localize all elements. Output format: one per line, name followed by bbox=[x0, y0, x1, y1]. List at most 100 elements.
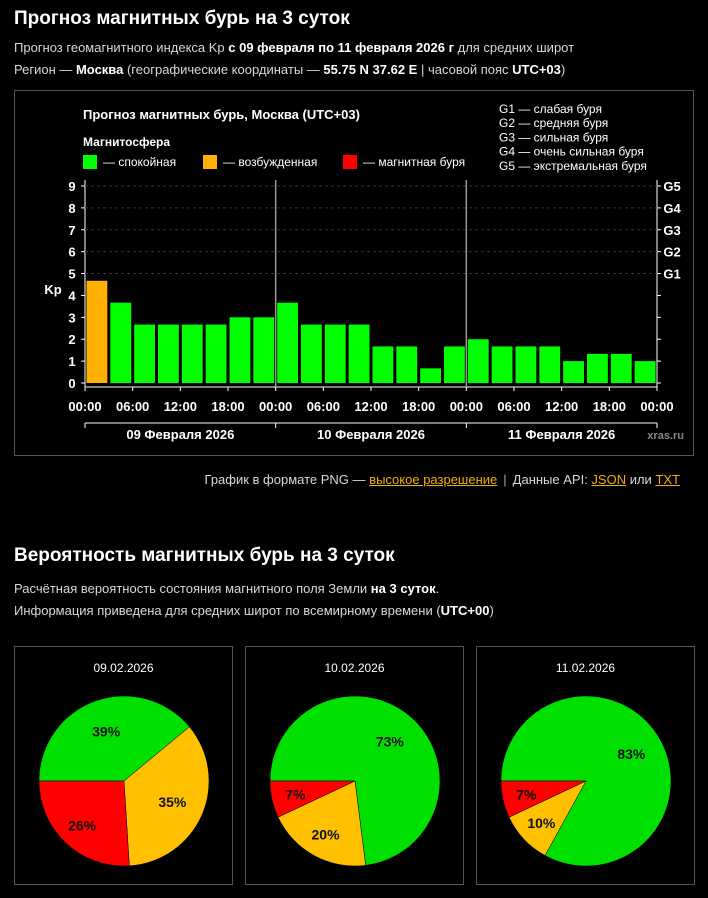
x-tick-label: 12:00 bbox=[164, 399, 197, 414]
region-coords: 55.75 N 37.62 E bbox=[323, 62, 418, 77]
pie-card-day2: 10.02.2026 73% 20% 7% bbox=[245, 646, 464, 885]
high-resolution-link[interactable]: высокое разрешение bbox=[369, 472, 498, 487]
y-tick-label: 9 bbox=[68, 179, 75, 194]
txt-link[interactable]: TXT bbox=[655, 472, 680, 487]
prob-suffix: . bbox=[435, 581, 440, 596]
kp-bar bbox=[610, 353, 632, 383]
g-tick-label: G3 bbox=[663, 223, 680, 238]
legend-swatch bbox=[343, 155, 357, 169]
legend-swatch bbox=[203, 155, 217, 169]
forecast-dates: с 09 февраля по 11 февраля 2026 г bbox=[228, 40, 454, 55]
kp-bar bbox=[515, 346, 537, 383]
pie-slice-label: 73% bbox=[376, 733, 405, 749]
kp-bar bbox=[420, 368, 441, 383]
day-label: 11 Февраля 2026 bbox=[508, 427, 615, 442]
chart-links: График в формате PNG — высокое разрешени… bbox=[0, 472, 680, 487]
y-tick-label: 8 bbox=[68, 201, 75, 216]
g-legend-item: G2 — средняя буря bbox=[499, 116, 608, 130]
kp-bar bbox=[158, 324, 179, 383]
kp-bar bbox=[110, 302, 132, 383]
x-tick-label: 12:00 bbox=[545, 399, 578, 414]
pie-slice bbox=[277, 780, 366, 867]
kp-bar bbox=[253, 317, 275, 383]
pie-slice bbox=[38, 780, 130, 867]
json-link[interactable]: JSON bbox=[591, 472, 627, 487]
pie-chart: 73% 20% 7% bbox=[269, 695, 441, 867]
page-title: Прогноз магнитных бурь на 3 суток bbox=[14, 8, 350, 29]
chart-title: Прогноз магнитных бурь, Москва (UTC+03) bbox=[83, 107, 360, 122]
y-tick-label: 4 bbox=[68, 288, 76, 303]
x-tick-label: 00:00 bbox=[450, 399, 483, 414]
forecast-prefix: Прогноз геомагнитного индекса Kp bbox=[14, 40, 229, 55]
x-tick-label: 06:00 bbox=[307, 399, 340, 414]
pie-card-day3: 11.02.2026 83% 10% 7% bbox=[476, 646, 695, 885]
g-tick-label: G2 bbox=[663, 245, 680, 260]
kp-bar bbox=[444, 346, 465, 383]
probability-timezone-note: Информация приведена для средних широт п… bbox=[14, 603, 494, 618]
kp-bar bbox=[396, 346, 418, 383]
legend-label: — магнитная буря bbox=[363, 155, 465, 169]
pie-slice-label: 7% bbox=[516, 786, 537, 802]
pie-slice-label: 35% bbox=[158, 794, 187, 810]
g-tick-label: G1 bbox=[663, 267, 680, 282]
pie-date: 11.02.2026 bbox=[555, 661, 616, 675]
png-prefix: График в формате PNG — bbox=[204, 472, 370, 487]
pie-slice bbox=[269, 780, 356, 818]
pie-chart: 83% 10% 7% bbox=[500, 695, 672, 867]
kp-bar bbox=[181, 324, 203, 383]
api-prefix: Данные API: bbox=[512, 472, 592, 487]
pie-card-day1: 09.02.2026 39% 35% 26% bbox=[14, 646, 233, 885]
api-or: или bbox=[626, 472, 656, 487]
watermark: xras.ru bbox=[647, 430, 684, 442]
prob-period: на 3 суток bbox=[370, 581, 436, 596]
region-description: Регион — Москва (географические координа… bbox=[14, 62, 565, 77]
forecast-suffix: для средних широт bbox=[454, 40, 575, 55]
g-legend-item: G3 — сильная буря bbox=[499, 130, 608, 144]
g-legend-item: G5 — экстремальная буря bbox=[499, 159, 647, 173]
kp-bar bbox=[134, 324, 155, 383]
x-tick-label: 18:00 bbox=[211, 399, 244, 414]
g-legend-item: G1 — слабая буря bbox=[499, 102, 602, 116]
legend-label: — спокойная bbox=[103, 155, 176, 169]
kp-bar bbox=[563, 361, 584, 383]
kp-bar bbox=[348, 324, 370, 383]
pie-slice bbox=[38, 695, 190, 782]
forecast-description: Прогноз геомагнитного индекса Kp с 09 фе… bbox=[14, 40, 574, 55]
x-tick-label: 06:00 bbox=[497, 399, 530, 414]
g-tick-label: G5 bbox=[663, 179, 680, 194]
x-tick-label: 00:00 bbox=[640, 399, 673, 414]
x-tick-label: 12:00 bbox=[354, 399, 387, 414]
y-tick-label: 5 bbox=[68, 267, 75, 282]
kp-bar bbox=[301, 324, 322, 383]
region-prefix: Регион — bbox=[14, 62, 76, 77]
y-tick-label: 6 bbox=[68, 245, 75, 260]
y-tick-label: 1 bbox=[68, 354, 75, 369]
pie-slice-label: 20% bbox=[312, 827, 341, 843]
probability-description: Расчётная вероятность состояния магнитно… bbox=[14, 581, 439, 596]
pie-slice bbox=[500, 780, 587, 818]
pie-slice-label: 39% bbox=[92, 723, 121, 739]
probability-title: Вероятность магнитных бурь на 3 суток bbox=[14, 545, 395, 566]
legend-swatch bbox=[83, 155, 97, 169]
pie-chart: 39% 35% 26% bbox=[38, 695, 210, 867]
prob-prefix: Расчётная вероятность состояния магнитно… bbox=[14, 581, 371, 596]
kp-bar bbox=[86, 280, 108, 383]
kp-forecast-chart: Прогноз магнитных бурь, Москва (UTC+03) М… bbox=[14, 90, 694, 456]
y-tick-label: 3 bbox=[68, 310, 75, 325]
kp-bar bbox=[539, 346, 561, 383]
g-legend-item: G4 — очень сильная буря bbox=[499, 145, 644, 159]
kp-bar bbox=[229, 317, 251, 383]
y-tick-label: 7 bbox=[68, 223, 75, 238]
x-tick-label: 00:00 bbox=[259, 399, 292, 414]
tz-note-utc: UTC+00 bbox=[440, 603, 490, 618]
kp-bar bbox=[467, 339, 489, 383]
y-axis-label: Kp bbox=[44, 282, 61, 297]
g-tick-label: G4 bbox=[663, 201, 681, 216]
pie-slice-label: 10% bbox=[527, 815, 556, 831]
kp-bar bbox=[634, 361, 656, 383]
tz-note-prefix: Информация приведена для средних широт п… bbox=[14, 603, 441, 618]
links-divider: | bbox=[503, 472, 507, 487]
kp-bar bbox=[324, 324, 346, 383]
pie-slice bbox=[123, 726, 210, 867]
pie-date: 09.02.2026 bbox=[93, 661, 154, 675]
